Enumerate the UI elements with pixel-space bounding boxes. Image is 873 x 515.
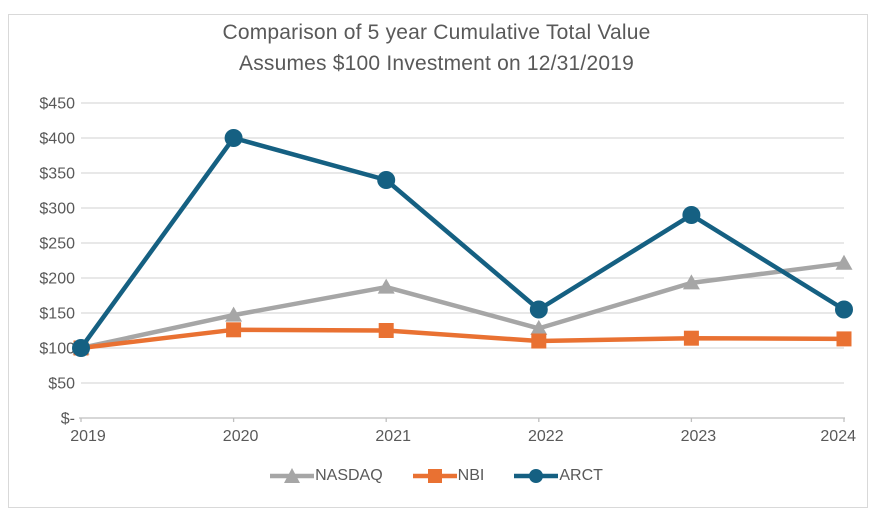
- y-tick-label: $350: [39, 166, 75, 183]
- series-line-arct: [79, 135, 846, 350]
- series-marker-nbi: [378, 323, 394, 338]
- series-marker-nbi: [683, 330, 699, 346]
- chart-title-line2: Assumes $100 Investment on 12/31/2019: [239, 52, 634, 75]
- y-tick-label: $300: [39, 201, 75, 218]
- x-tick-label: 2024: [820, 428, 856, 445]
- series-marker-arct: [529, 300, 548, 319]
- chart-frame: [8, 14, 868, 508]
- legend-item-arct: ARCT: [514, 466, 603, 486]
- legend-item-nasdaq: NASDAQ: [270, 466, 383, 486]
- series-marker-nbi: [531, 333, 547, 349]
- y-tick-label: $450: [39, 96, 75, 113]
- legend-key-circle-icon: [514, 469, 559, 483]
- x-tick-label: 2021: [375, 428, 411, 445]
- y-tick-label: $-: [61, 411, 75, 428]
- series-line-nasdaq: [80, 261, 845, 351]
- series-marker-nasdaq: [377, 278, 395, 294]
- series-marker-arct: [835, 300, 853, 319]
- y-tick-label: $100: [39, 341, 75, 358]
- legend-label: ARCT: [559, 467, 603, 484]
- series-marker-arct: [682, 206, 701, 224]
- series-marker-nasdaq: [835, 254, 853, 270]
- y-tick-label: $400: [39, 131, 75, 148]
- x-tick-label: 2019: [70, 428, 106, 445]
- legend-key-marker: [284, 468, 301, 483]
- chart-title-line1: Comparison of 5 year Cumulative Total Va…: [222, 21, 651, 44]
- x-tick-label: 2023: [681, 428, 717, 445]
- legend-key-marker: [529, 469, 544, 483]
- legend-key-triangle-icon: [270, 468, 315, 483]
- series-marker-nasdaq: [682, 274, 700, 290]
- series-marker-arct: [72, 339, 90, 357]
- series-marker-arct: [377, 171, 396, 189]
- legend-key-square-icon: [412, 469, 457, 483]
- series-line-nbi: [80, 327, 845, 351]
- legend-label: NASDAQ: [315, 467, 383, 484]
- series-marker-arct: [224, 129, 243, 147]
- x-tick-label: 2022: [528, 428, 564, 445]
- x-tick-label: 2020: [223, 428, 259, 445]
- y-tick-label: $200: [39, 271, 75, 288]
- y-tick-label: $250: [39, 236, 75, 253]
- legend-key-marker: [427, 469, 442, 483]
- series-marker-nbi: [836, 331, 852, 347]
- y-tick-label: $50: [48, 376, 75, 393]
- legend-label: NBI: [457, 467, 485, 484]
- series-marker-nasdaq: [530, 319, 548, 335]
- legend: NASDAQ NBI ARCT: [0, 466, 873, 486]
- legend-item-nbi: NBI: [412, 466, 485, 486]
- series-marker-nbi: [226, 322, 242, 338]
- y-tick-label: $150: [39, 306, 75, 323]
- series-marker-nasdaq: [225, 306, 243, 322]
- chart-title: Comparison of 5 year Cumulative Total Va…: [0, 17, 873, 79]
